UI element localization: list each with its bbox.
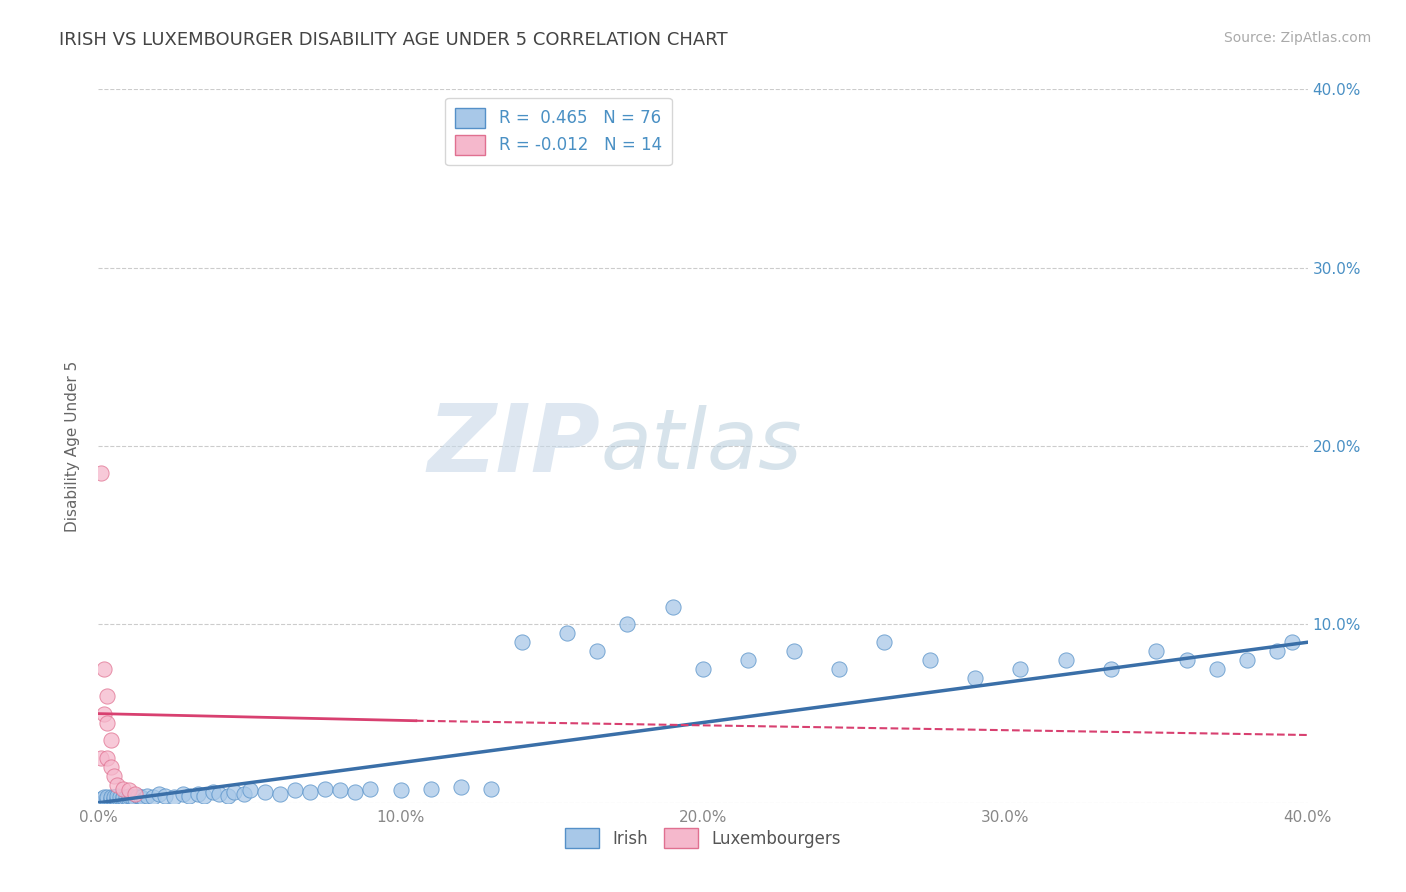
Point [100,792,122,806]
Point [253,785,276,799]
Point [344,785,367,799]
Point [1267,644,1289,658]
Point [208,787,231,801]
Point [90,466,112,480]
Point [96,751,118,765]
Point [269,787,291,801]
Point [108,790,131,805]
Point [100,760,122,774]
Point [105,789,128,803]
Point [179,789,201,803]
Point [873,635,896,649]
Text: Source: ZipAtlas.com: Source: ZipAtlas.com [1223,31,1371,45]
Point [105,794,128,808]
Point [360,781,382,796]
Point [96,715,118,730]
Point [127,789,149,803]
Point [96,794,118,808]
Point [193,789,215,803]
Point [93,706,115,721]
Point [217,789,239,803]
Point [329,783,352,797]
Point [616,617,638,632]
Point [1281,635,1303,649]
Point [172,787,194,801]
Point [450,780,472,794]
Point [918,653,941,667]
Point [1236,653,1258,667]
Point [1144,644,1167,658]
Point [90,751,112,765]
Point [224,785,246,799]
Point [93,662,115,676]
Point [555,626,578,640]
Point [142,790,165,805]
Text: atlas: atlas [600,406,801,486]
Y-axis label: Disability Age Under 5: Disability Age Under 5 [65,360,80,532]
Point [692,662,714,676]
Point [118,783,141,797]
Point [163,790,186,805]
Point [100,790,122,805]
Point [239,783,262,797]
Point [510,635,533,649]
Point [129,790,152,805]
Point [284,783,307,797]
Point [103,769,125,783]
Point [135,789,157,803]
Point [100,794,122,808]
Point [103,792,125,806]
Point [187,787,209,801]
Point [118,792,141,806]
Point [111,792,134,806]
Point [737,653,759,667]
Point [118,789,141,803]
Point [965,671,987,685]
Point [314,781,336,796]
Point [105,792,128,806]
Point [148,787,170,801]
Point [90,792,112,806]
Point [389,783,412,797]
Point [232,787,254,801]
Point [1010,662,1032,676]
Point [108,794,131,808]
Point [1099,662,1122,676]
Point [132,792,155,806]
Point [661,599,683,614]
Point [96,689,118,703]
Point [124,787,146,801]
Point [121,790,143,805]
Point [586,644,609,658]
Point [420,781,443,796]
Point [96,792,118,806]
Point [783,644,806,658]
Point [93,794,115,808]
Point [1054,653,1077,667]
Legend: Irish, Luxembourgers: Irish, Luxembourgers [558,822,848,855]
Point [114,794,136,808]
Point [202,785,225,799]
Point [93,790,115,805]
Point [1206,662,1229,676]
Text: IRISH VS LUXEMBOURGER DISABILITY AGE UNDER 5 CORRELATION CHART: IRISH VS LUXEMBOURGER DISABILITY AGE UND… [59,31,728,49]
Point [114,790,136,805]
Point [111,790,134,805]
Point [299,785,322,799]
Point [828,662,851,676]
Point [105,778,128,792]
Text: ZIP: ZIP [427,400,600,492]
Point [1175,653,1198,667]
Point [153,789,176,803]
Point [111,781,134,796]
Point [103,794,125,808]
Point [100,733,122,747]
Point [96,790,118,805]
Point [103,790,125,805]
Point [481,781,503,796]
Point [124,792,146,806]
